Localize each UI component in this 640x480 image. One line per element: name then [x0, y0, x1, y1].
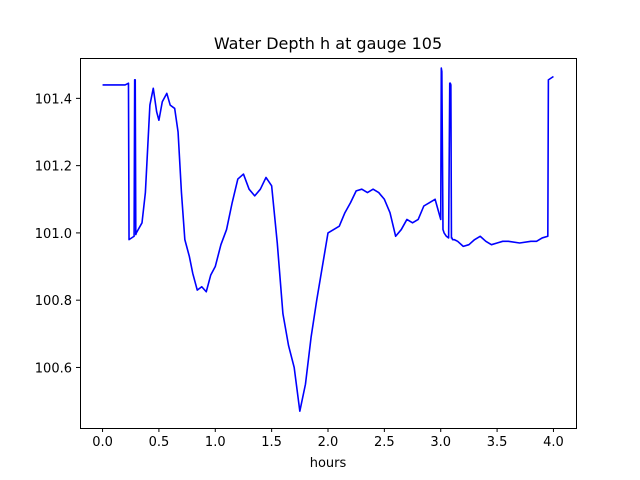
- x-tick-label: 3.5: [487, 435, 508, 450]
- chart-title: Water Depth h at gauge 105: [214, 34, 442, 53]
- y-tick-label: 101.4: [35, 92, 72, 107]
- x-tick-label: 4.0: [543, 435, 564, 450]
- x-tick-label: 2.5: [374, 435, 395, 450]
- y-tick-label: 101.2: [35, 160, 72, 175]
- x-tick-label: 1.5: [261, 435, 282, 450]
- x-tick-label: 1.0: [205, 435, 226, 450]
- y-tick-label: 100.6: [35, 361, 72, 376]
- x-tick-label: 0.0: [92, 435, 113, 450]
- series-line-0: [102, 67, 554, 412]
- y-tick-label: 100.8: [35, 294, 72, 309]
- x-axis-label: hours: [310, 456, 347, 471]
- y-axis-ticks: 100.6 100.8 101.0 101.2 101.4: [35, 92, 80, 376]
- series-layer: [102, 67, 554, 412]
- x-tick-label: 2.0: [318, 435, 339, 450]
- y-tick-label: 101.0: [35, 227, 72, 242]
- plot-area-frame: [80, 58, 577, 429]
- x-tick-label: 0.5: [149, 435, 170, 450]
- x-axis-ticks: 0.0 0.5 1.0 1.5 2.0 2.5 3.0 3.5 4.0: [92, 428, 564, 450]
- x-tick-label: 3.0: [430, 435, 451, 450]
